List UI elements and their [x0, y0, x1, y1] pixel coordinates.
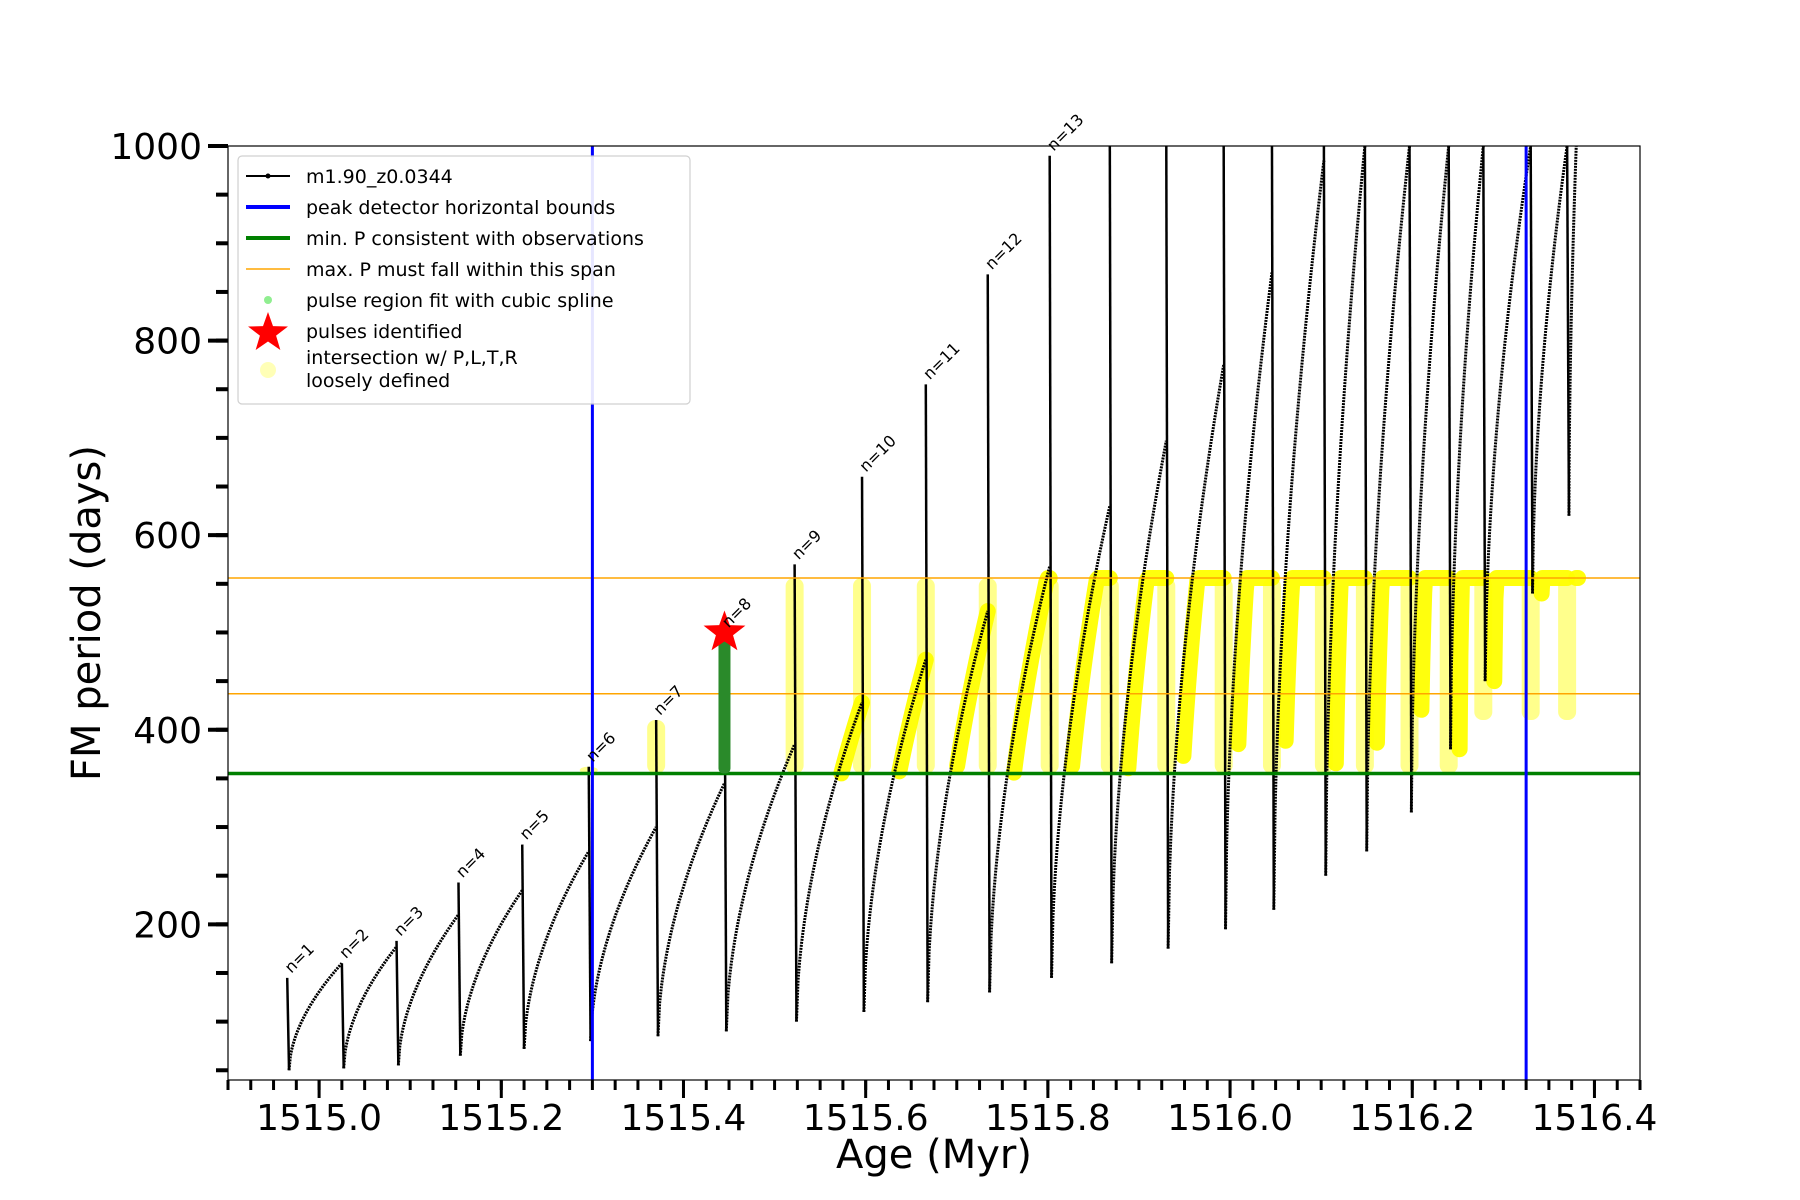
intersection-band [1558, 577, 1577, 721]
y-tick-label: 600 [133, 516, 202, 557]
interpulse-curve [1567, 146, 1578, 516]
y-tick-label: 200 [133, 905, 202, 946]
interpulse-curve [1224, 272, 1274, 930]
y-tick-label: 1000 [110, 127, 202, 168]
legend-label: m1.90_z0.0344 [306, 166, 453, 188]
pulse-spike [793, 564, 798, 1022]
interpulse-curve [342, 945, 398, 1069]
interpulse-curve [589, 826, 658, 1042]
x-tick-label: 1516.0 [1167, 1098, 1293, 1139]
pulse-spike [1108, 146, 1113, 964]
y-axis-label: FM period (days) [64, 445, 110, 781]
interpulse-curve [1531, 146, 1569, 594]
pulse-spike [1222, 146, 1227, 930]
period-series [285, 146, 1578, 1071]
legend-marker-yellow-circle [260, 362, 276, 378]
legend-label: max. P must fall within this span [306, 259, 616, 281]
pulse-spike [1048, 155, 1053, 978]
interpulse-curve [724, 743, 796, 1032]
pulse-spike [285, 977, 291, 1071]
pulse-spike [1363, 146, 1368, 852]
pulse-spike [520, 844, 526, 1049]
identified-pulse-star [703, 610, 746, 651]
y-tick-label: 400 [133, 711, 202, 752]
interpulse-curve [1324, 146, 1367, 876]
plot-elements: n=1 n=2n=3n=4n=5n=6n=7n=8n=9n=10n=11n=12n… [228, 110, 1640, 1080]
interpulse-curve [1409, 146, 1451, 813]
y-axis-ticks: 200 400 600 800 1000 [110, 127, 228, 1073]
interpulse-curve [1272, 160, 1326, 910]
interpulse-curve [458, 889, 524, 1056]
legend-label: peak detector horizontal bounds [306, 197, 615, 219]
axes: 1515.0 1515.2 1515.4 1515.6 1515.8 1516.0 1516… [64, 127, 1657, 1178]
interpulse-curve [1365, 146, 1412, 852]
pulse-spike [986, 274, 991, 993]
x-tick-label: 1516.2 [1349, 1098, 1475, 1139]
pulse-spike [1408, 146, 1413, 813]
y-tick-label: 800 [133, 322, 202, 363]
legend-label: min. P consistent with observations [306, 228, 644, 250]
pulse-spike [1529, 146, 1534, 594]
pulse-spike [1322, 146, 1327, 876]
interpulse-curve [862, 659, 928, 1012]
legend-label: pulses identified [306, 321, 462, 343]
legend-label-line2: loosely defined [306, 370, 450, 392]
interpulse-curve [522, 850, 591, 1049]
interpulse-curve [1483, 146, 1533, 682]
x-tick-label: 1515.4 [620, 1098, 746, 1139]
pulse-spike [395, 940, 400, 1066]
legend-marker-lightgreen-dot [264, 296, 272, 304]
intersection-band [1262, 577, 1281, 774]
interpulse-curve [1449, 146, 1485, 750]
legend-label: intersection w/ P,L,T,R [306, 347, 518, 369]
x-tick-label: 1515.2 [438, 1098, 564, 1139]
legend-marker-dot [265, 173, 271, 179]
intersection-arc [949, 603, 996, 774]
pulse-spike [1482, 146, 1487, 682]
pulse-spike [457, 882, 462, 1056]
x-tick-label: 1515.0 [256, 1098, 382, 1139]
interpulse-curve [1110, 440, 1168, 964]
legend-box [237, 155, 691, 405]
pulse-spike [860, 476, 866, 1012]
interpulse-curve [1166, 364, 1226, 949]
legend-marker-red-star [248, 312, 288, 350]
pulse-spike [587, 766, 592, 1042]
x-axis-ticks: 1515.0 1515.2 1515.4 1515.6 1515.8 1516.0 1516… [226, 1080, 1657, 1139]
pulse-spike [340, 963, 345, 1069]
spline-region [718, 632, 731, 774]
x-tick-label: 1515.6 [803, 1098, 929, 1139]
interpulse-curve [988, 565, 1052, 993]
legend-label: pulse region fit with cubic spline [306, 290, 614, 312]
intersection-band [1400, 577, 1419, 774]
plot-area [228, 146, 1640, 1080]
pulse-spike [1165, 146, 1170, 949]
x-axis-label: Age (Myr) [836, 1132, 1032, 1178]
pulse-spike [1447, 146, 1452, 750]
interpulse-curve [396, 913, 460, 1066]
pulse-spike [1270, 146, 1276, 910]
intersection-arc [891, 651, 934, 780]
x-tick-label: 1516.4 [1531, 1098, 1657, 1139]
x-tick-label: 1515.8 [985, 1098, 1111, 1139]
interpulse-curve [1050, 505, 1112, 978]
interpulse-curve [287, 962, 343, 1071]
interpulse-curve [926, 610, 990, 1003]
interpulse-curve [794, 701, 864, 1022]
